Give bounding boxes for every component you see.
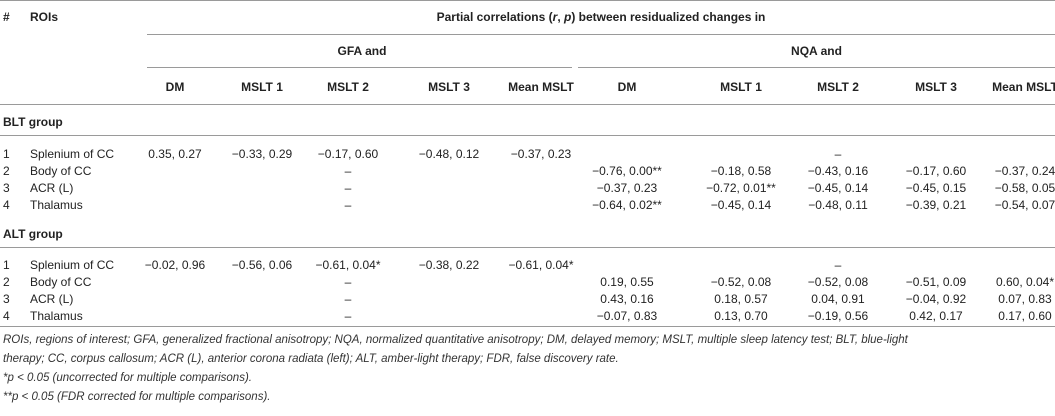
row-number: 2 [3,275,10,289]
header-rois: ROIs [30,10,59,24]
row-roi: ACR (L) [30,181,74,195]
nqa-cell: 0.18, 0.57 [714,292,768,306]
header-gfa: GFA and [337,44,387,58]
column-header: Mean MSLT [992,80,1055,94]
group-label: BLT group [3,115,63,129]
column-header: MSLT 3 [915,80,957,94]
nqa-cell: 0.60, 0.04* [995,275,1055,289]
gfa-cell: −0.48, 0.12 [418,147,480,161]
row-number: 3 [3,181,10,195]
header-main-rule [147,34,1055,35]
header-main: Partial correlations (r, p) between resi… [436,10,766,24]
nqa-rule [578,67,1055,68]
nqa-cell: 0.42, 0.17 [909,309,963,323]
column-header: DM [617,80,637,94]
gfa-cell: −0.61, 0.04* [315,258,381,272]
footnote-fdr: **p < 0.05 (FDR corrected for multiple c… [3,391,271,403]
row-roi: Splenium of CC [30,258,115,272]
nqa-cell: −0.37, 0.24 [994,164,1055,178]
nqa-cell: −0.19, 0.56 [807,309,869,323]
gfa-cell: 0.35, 0.27 [148,147,202,161]
nqa-cell: −0.04, 0.92 [905,292,967,306]
nqa-cell: −0.07, 0.83 [596,309,658,323]
group-label: ALT group [3,227,63,241]
row-number: 4 [3,309,10,323]
gfa-cell: −0.37, 0.23 [510,147,572,161]
row-number: 2 [3,164,10,178]
nqa-cell: −0.37, 0.23 [596,181,658,195]
nqa-cell: 0.13, 0.70 [714,309,768,323]
nqa-cell: −0.18, 0.58 [710,164,772,178]
nqa-cell: 0.04, 0.91 [811,292,865,306]
group-rule [0,247,1055,248]
gfa-dash: – [344,164,352,178]
nqa-cell: −0.64, 0.02** [592,198,662,212]
header-bottom-rule [0,104,1055,105]
column-header: MSLT 1 [241,80,283,94]
nqa-cell: −0.54, 0.07 [994,198,1055,212]
nqa-cell: −0.45, 0.14 [807,181,869,195]
nqa-cell: −0.72, 0.01** [706,181,776,195]
top-rule [0,0,1055,1]
group-rule [0,135,1055,136]
column-header: MSLT 3 [428,80,470,94]
bottom-rule [0,326,1055,327]
nqa-cell: −0.17, 0.60 [905,164,967,178]
gfa-rule [147,67,572,68]
gfa-cell: −0.56, 0.06 [231,258,293,272]
gfa-cell: −0.33, 0.29 [231,147,293,161]
nqa-cell: 0.17, 0.60 [998,309,1052,323]
footnote-abbrev-2: therapy; CC, corpus callosum; ACR (L), a… [3,353,619,365]
nqa-cell: 0.07, 0.83 [998,292,1052,306]
gfa-dash: – [344,309,352,323]
gfa-cell: −0.38, 0.22 [418,258,480,272]
column-header: Mean MSLT [508,80,574,94]
column-header: MSLT 2 [817,80,859,94]
column-header: MSLT 1 [720,80,762,94]
gfa-dash: – [344,292,352,306]
nqa-cell: −0.45, 0.14 [710,198,772,212]
row-roi: Splenium of CC [30,147,115,161]
row-roi: ACR (L) [30,292,74,306]
nqa-dash: – [834,147,842,161]
gfa-cell: −0.17, 0.60 [317,147,379,161]
row-number: 1 [3,258,10,272]
nqa-cell: 0.43, 0.16 [600,292,654,306]
header-nqa: NQA and [791,44,842,58]
nqa-cell: −0.52, 0.08 [710,275,772,289]
nqa-cell: −0.76, 0.00** [592,164,662,178]
row-roi: Body of CC [30,164,92,178]
nqa-cell: −0.45, 0.15 [905,181,967,195]
row-number: 3 [3,292,10,306]
row-number: 1 [3,147,10,161]
gfa-dash: – [344,181,352,195]
row-number: 4 [3,198,10,212]
nqa-dash: – [834,258,842,272]
gfa-cell: −0.61, 0.04* [508,258,574,272]
nqa-cell: −0.51, 0.09 [905,275,967,289]
row-roi: Thalamus [30,198,83,212]
row-roi: Body of CC [30,275,92,289]
gfa-dash: – [344,275,352,289]
gfa-cell: −0.02, 0.96 [144,258,206,272]
column-header: DM [165,80,185,94]
footnote-uncorrected: *p < 0.05 (uncorrected for multiple comp… [3,372,252,384]
nqa-cell: −0.52, 0.08 [807,275,869,289]
gfa-dash: – [344,198,352,212]
row-roi: Thalamus [30,309,83,323]
header-hash: # [3,10,10,24]
column-header: MSLT 2 [327,80,369,94]
nqa-cell: −0.58, 0.05 [994,181,1055,195]
footnote-abbrev-1: ROIs, regions of interest; GFA, generali… [3,334,908,346]
nqa-cell: 0.19, 0.55 [600,275,654,289]
nqa-cell: −0.43, 0.16 [807,164,869,178]
nqa-cell: −0.48, 0.11 [808,198,868,212]
nqa-cell: −0.39, 0.21 [905,198,967,212]
